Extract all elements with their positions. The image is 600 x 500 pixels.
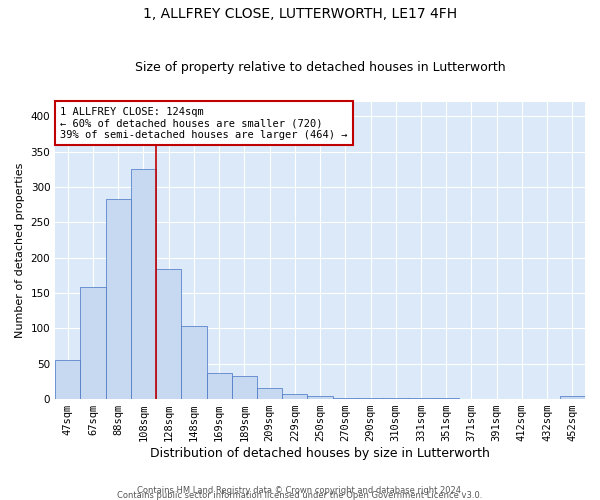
Bar — [80, 288, 106, 399]
Bar — [383, 398, 409, 399]
Y-axis label: Number of detached properties: Number of detached properties — [15, 163, 25, 338]
Bar — [232, 376, 257, 399]
Text: Contains public sector information licensed under the Open Government Licence v3: Contains public sector information licen… — [118, 490, 482, 500]
Bar — [282, 394, 307, 399]
Bar — [332, 398, 358, 399]
Bar — [560, 396, 585, 399]
X-axis label: Distribution of detached houses by size in Lutterworth: Distribution of detached houses by size … — [150, 447, 490, 460]
Bar — [181, 326, 206, 399]
Bar — [358, 398, 383, 399]
Bar — [409, 398, 434, 399]
Text: 1 ALLFREY CLOSE: 124sqm
← 60% of detached houses are smaller (720)
39% of semi-d: 1 ALLFREY CLOSE: 124sqm ← 60% of detache… — [61, 106, 348, 140]
Bar — [131, 169, 156, 399]
Bar — [55, 360, 80, 399]
Title: Size of property relative to detached houses in Lutterworth: Size of property relative to detached ho… — [135, 62, 505, 74]
Text: 1, ALLFREY CLOSE, LUTTERWORTH, LE17 4FH: 1, ALLFREY CLOSE, LUTTERWORTH, LE17 4FH — [143, 8, 457, 22]
Bar — [434, 398, 459, 399]
Bar — [206, 373, 232, 399]
Text: Contains HM Land Registry data © Crown copyright and database right 2024.: Contains HM Land Registry data © Crown c… — [137, 486, 463, 495]
Bar — [257, 388, 282, 399]
Bar — [156, 269, 181, 399]
Bar — [106, 199, 131, 399]
Bar — [307, 396, 332, 399]
